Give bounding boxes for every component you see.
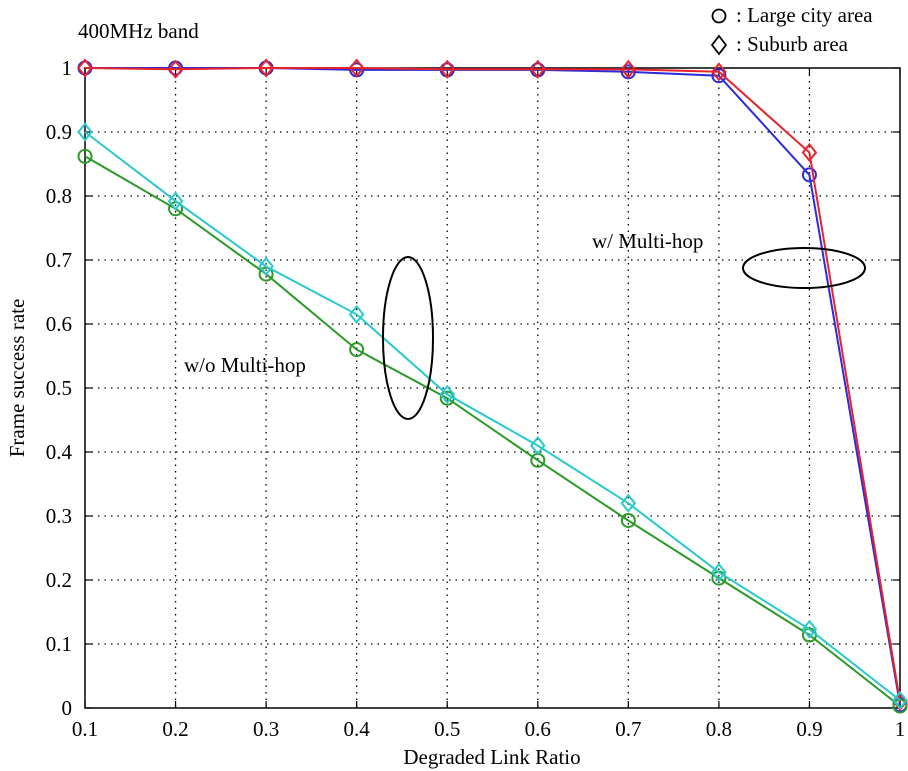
y-axis-label: Frame success rate [5,299,29,458]
annotation-multi-hop: w/ Multi-hop [592,229,703,253]
series-3 [77,148,908,714]
y-tick-label: 0.7 [46,248,72,272]
y-tick-label: 0 [62,696,73,720]
x-tick-label: 1 [895,717,906,741]
x-tick-label: 0.6 [525,717,551,741]
data-point-diamond [439,59,456,79]
y-tick-label: 0.6 [46,312,72,336]
y-tick-label: 0.8 [46,184,72,208]
legend-label-suburb: : Suburb area [736,32,849,56]
y-tick-label: 1 [62,56,73,80]
legend-label-large-city: : Large city area [736,3,873,27]
data-point-diamond [348,304,365,324]
data-point-diamond [77,122,93,142]
y-tick-label: 0.1 [46,632,72,656]
ticks-layer: 0.1 0.2 0.3 0.4 0.5 0.6 0.7 0.8 0.9 100.10.20.30.… [46,56,906,741]
data-point-diamond [439,384,456,404]
data-point-diamond [529,436,546,456]
y-tick-label: 0.5 [46,376,72,400]
data-point-diamond [801,619,818,639]
data-point-circle [801,167,817,183]
legend-diamond-marker [710,34,728,56]
x-tick-label: 0.9 [796,717,822,741]
y-tick-label: 0.4 [46,440,73,464]
series-4 [77,122,908,710]
data-point-diamond [348,58,365,78]
x-tick-label: 0.3 [253,717,279,741]
legend: : Large city area : Suburb area [710,3,873,56]
data-point-circle [258,266,274,282]
series-layer [77,58,908,714]
legend-circle-marker [711,8,727,24]
data-point-diamond [167,59,184,79]
data-point-diamond [529,59,546,79]
x-tick-label: 0.8 [706,717,732,741]
x-tick-label: 0.1 [72,717,98,741]
x-tick-label: 0.4 [344,717,371,741]
x-tick-label: 0.7 [615,717,641,741]
data-point-diamond [258,256,274,276]
data-point-circle [711,68,727,84]
chart-title: 400MHz band [78,19,199,43]
multi-hop-ellipse [742,247,866,289]
data-point-diamond [258,58,274,78]
data-point-diamond [620,493,637,513]
data-point-diamond [77,58,93,78]
data-point-circle [349,342,365,358]
series-line [84,131,901,702]
x-tick-label: 0.5 [434,717,460,741]
series-line [84,67,901,702]
data-point-diamond [167,191,184,211]
grid-layer [85,68,900,708]
x-tick-label: 0.2 [162,717,188,741]
data-point-diamond [711,562,727,582]
y-tick-label: 0.2 [46,568,72,592]
data-point-diamond [711,62,727,82]
y-tick-label: 0.3 [46,504,72,528]
data-point-diamond [892,690,908,710]
data-point-diamond [620,59,637,79]
annotation-layer: w/ Multi-hop w/o Multi-hop [184,229,866,420]
annotation-no-multi-hop: w/o Multi-hop [184,353,306,377]
x-axis-label: Degraded Link Ratio [403,745,580,769]
data-point-circle [620,512,636,528]
data-point-circle [77,148,93,164]
data-point-diamond [801,142,818,163]
y-tick-label: 0.9 [46,120,72,144]
series-2 [77,58,908,712]
series-line [84,155,901,707]
no-multi-hop-ellipse [382,256,434,420]
